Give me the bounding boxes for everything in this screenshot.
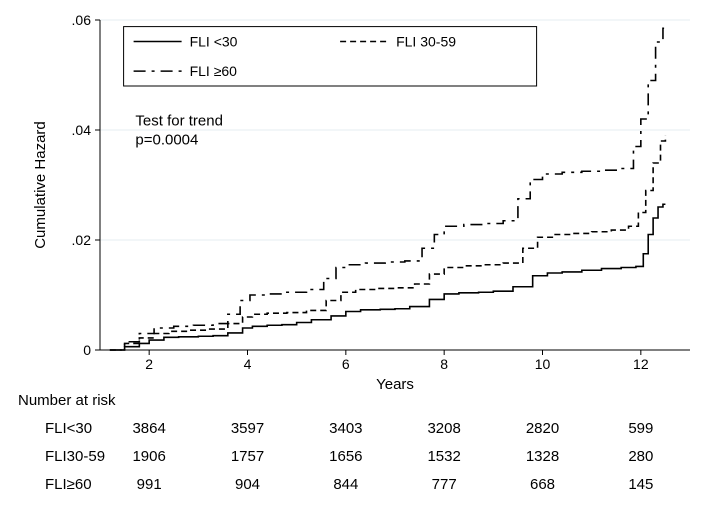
svg-text:6: 6 [342,356,350,372]
risk-cell: 280 [628,448,653,465]
risk-table-title: Number at risk [18,392,116,409]
svg-text:8: 8 [440,356,448,372]
risk-row-label: FLI<30 [45,420,92,437]
annotation-title: Test for trend [135,113,223,130]
risk-cell: 844 [333,476,358,493]
risk-cell: 1656 [329,448,362,465]
risk-cell: 145 [628,476,653,493]
svg-text:.04: .04 [72,122,92,138]
annotation-pvalue: p=0.0004 [135,132,198,149]
risk-cell: 777 [432,476,457,493]
svg-text:FLI <30: FLI <30 [190,33,238,49]
svg-text:0: 0 [83,342,91,358]
svg-text:FLI 30-59: FLI 30-59 [396,33,456,49]
figure-container: 2 4 6 8 10 12 Years 0 .02 .04 .06 Cumulative Hazard… [0,0,723,510]
risk-cell: 991 [137,476,162,493]
risk-row-label: FLI30-59 [45,448,105,465]
svg-text:2: 2 [145,356,153,372]
risk-cell: 1906 [132,448,165,465]
risk-cell: 3597 [231,420,264,437]
y-axis-label: Cumulative Hazard [32,121,49,249]
svg-text:12: 12 [633,356,649,372]
risk-cell: 2820 [526,420,559,437]
risk-cell: 904 [235,476,260,493]
svg-text:.06: .06 [72,12,92,28]
risk-cell: 3208 [427,420,460,437]
svg-text:.02: .02 [72,232,92,248]
risk-row-label: FLI≥60 [45,476,92,493]
number-at-risk-table: Number at risk FLI<30 3864 3597 3403 3208 2820… [0,392,723,504]
risk-cell: 599 [628,420,653,437]
risk-cell: 1532 [427,448,460,465]
risk-cell: 1757 [231,448,264,465]
risk-cell: 1328 [526,448,559,465]
risk-cell: 3403 [329,420,362,437]
svg-text:10: 10 [535,356,551,372]
x-axis-label: Years [376,376,414,393]
svg-text:FLI ≥60: FLI ≥60 [190,63,238,79]
svg-text:4: 4 [244,356,252,372]
risk-cell: 3864 [132,420,165,437]
risk-cell: 668 [530,476,555,493]
